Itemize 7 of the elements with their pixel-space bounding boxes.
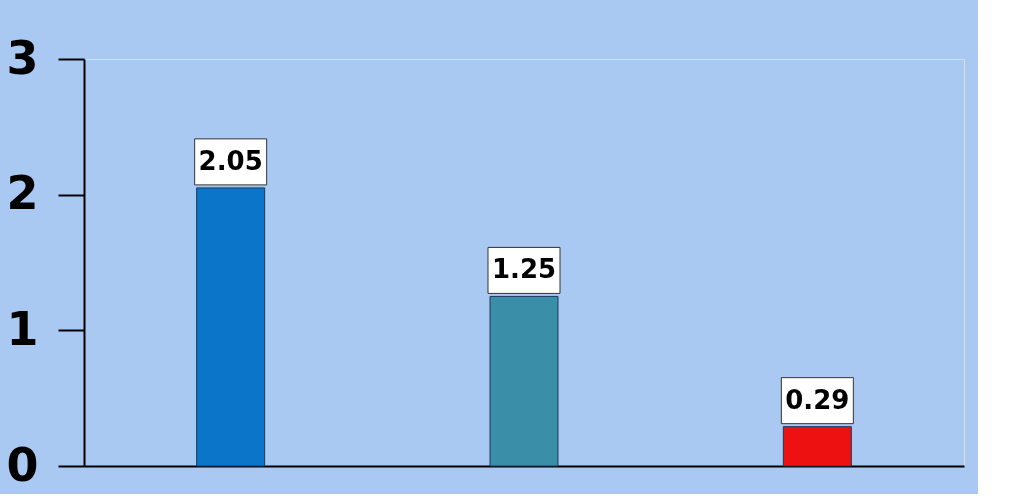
y-tick-label: 1 — [6, 301, 39, 356]
data-label: 1.25 — [491, 254, 557, 285]
y-tick-label: 2 — [6, 166, 39, 221]
y-tick-label: 0 — [6, 437, 39, 492]
data-label: 0.29 — [785, 384, 850, 415]
data-label: 2.05 — [198, 145, 263, 176]
y-tick-label: 3 — [6, 30, 39, 85]
